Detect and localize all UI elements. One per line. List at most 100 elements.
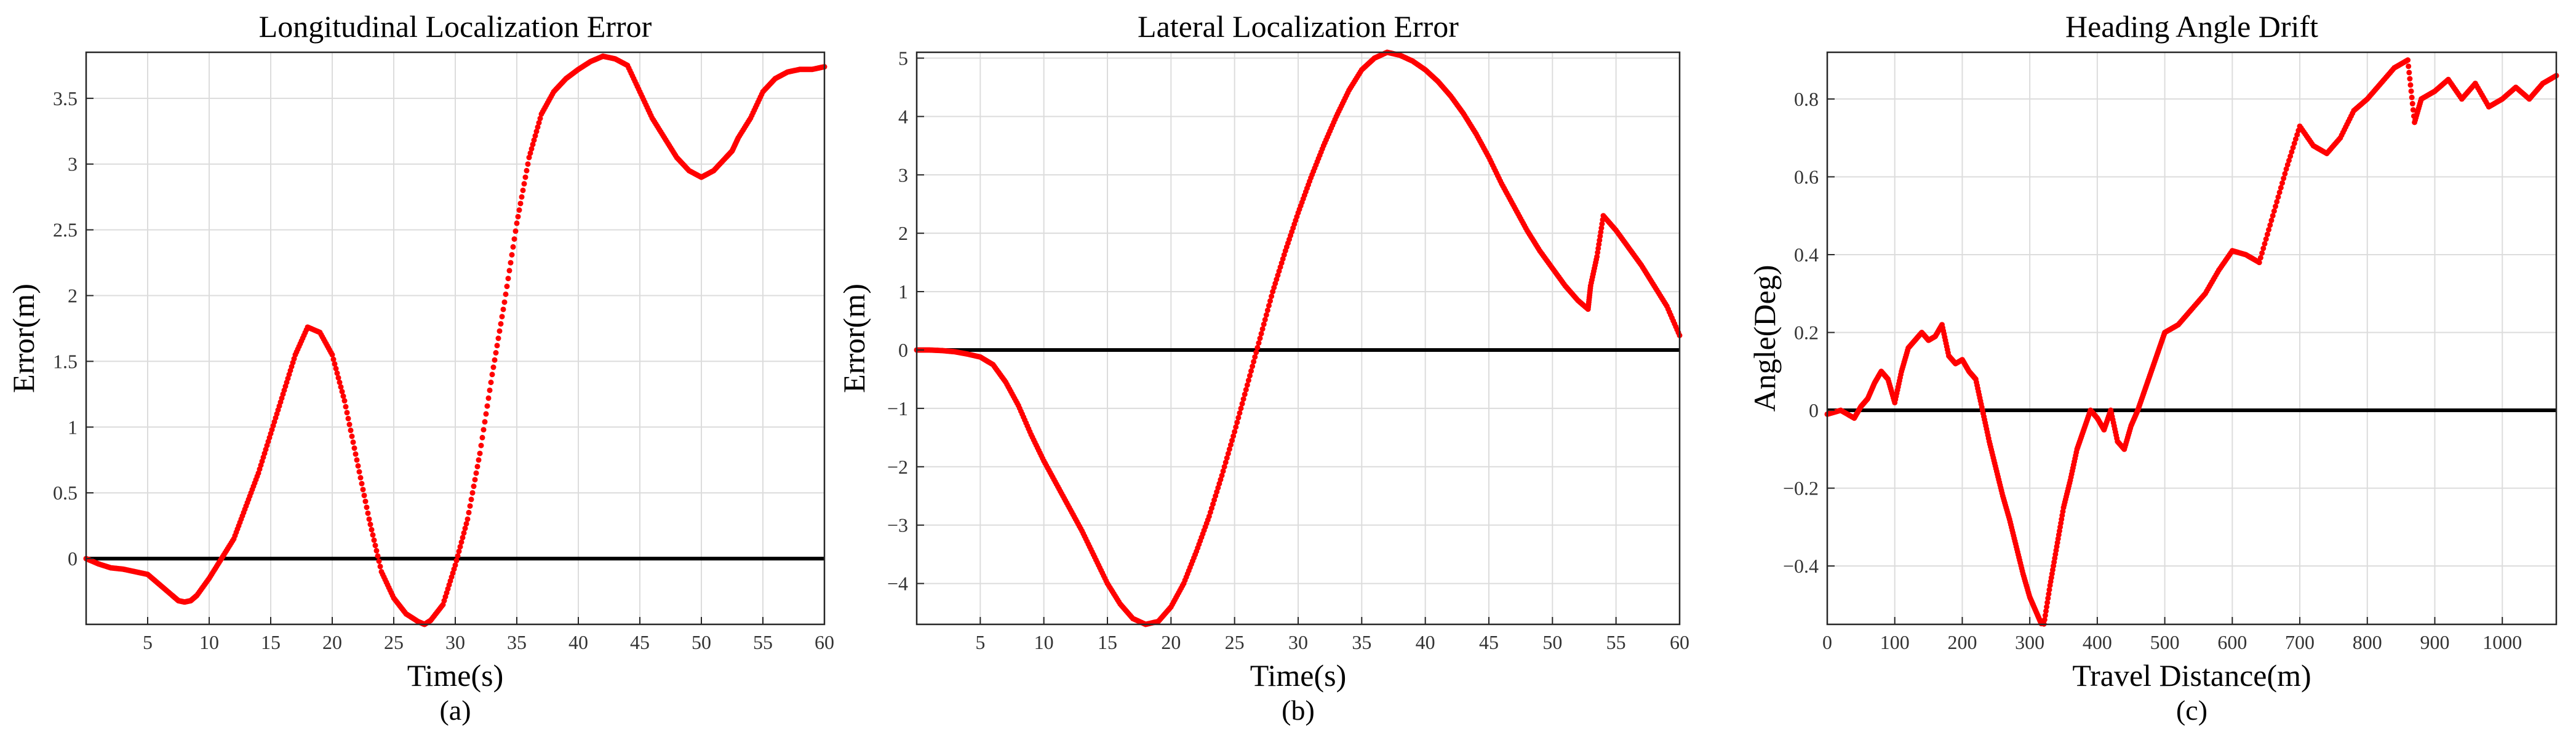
data-point [508,260,514,266]
chart-title: Heading Angle Drift [2065,9,2318,44]
x-tick-label: 800 [2353,631,2382,653]
data-point [476,457,482,463]
data-point [2046,591,2052,597]
chart-panel-0: 5 10 15 20 25 30 35 40 45 50 55 60 0 0.5 1 1.5 2 2.5 3 3.5 L… [6,9,834,726]
data-point [479,434,485,440]
data-point [505,276,511,282]
panel-caption: (b) [1282,694,1315,726]
chart-panel-2: 0 100 200 300 400 500 600 700 800 900 1000 −0.4 −0.2… [1747,9,2559,726]
data-point [1594,253,1600,260]
y-axis-label: Angle(Deg) [1747,265,1782,412]
data-point [2284,162,2291,168]
data-point [498,320,504,327]
data-point [1598,229,1604,235]
data-point [503,291,509,297]
data-point [512,228,519,234]
x-axis-label: Time(s) [407,658,504,693]
data-point [478,442,484,448]
data-point [1230,433,1237,439]
data-point [2274,199,2280,205]
data-point [2045,595,2051,602]
data-point [1244,382,1250,388]
data-point [329,352,335,358]
data-point [2409,94,2415,100]
data-point [496,328,503,334]
y-tick-label: 1 [898,280,908,303]
data-point [2044,600,2051,606]
data-point [1252,354,1258,360]
data-point [2263,236,2269,242]
data-point [362,498,369,504]
data-point [370,532,376,538]
data-point [366,516,372,522]
x-tick-label: 20 [1161,631,1181,653]
data-point [1262,317,1268,323]
data-point [1245,377,1251,383]
data-point [1248,368,1254,374]
data-point [524,167,530,173]
x-tick-label: 60 [1670,631,1689,653]
data-point [504,284,510,290]
data-point [495,335,501,341]
x-tick-label: 55 [753,631,773,653]
data-point [453,557,460,563]
data-point [1258,330,1264,336]
data-point [369,527,375,533]
data-point [2409,101,2415,107]
data-point [1242,391,1248,397]
data-point [1253,349,1259,356]
data-point [1226,446,1232,452]
y-tick-label: −1 [887,397,908,420]
data-point [1259,326,1266,332]
x-tick-label: 40 [1416,631,1435,653]
data-point [2268,217,2275,223]
data-point [494,343,500,349]
data-point [2294,132,2300,138]
x-tick-label: 500 [2150,631,2180,653]
x-tick-label: 600 [2217,631,2247,653]
data-point [1227,442,1234,448]
data-point [2287,153,2294,159]
y-tick-label: 0 [1809,399,1819,421]
data-point [517,201,524,207]
data-point [337,380,343,386]
data-point [1596,241,1602,247]
x-tick-label: 1000 [2482,631,2522,653]
data-point [1598,225,1605,231]
data-point [536,120,542,126]
x-tick-label: 45 [1479,631,1499,653]
data-point [349,433,355,439]
data-point [457,544,463,550]
data-point [2271,208,2277,214]
data-point [2259,250,2265,256]
data-point [1237,410,1243,416]
data-point [1264,307,1270,313]
x-tick-label: 50 [1542,631,1562,653]
data-point [2408,88,2414,94]
data-point [514,220,520,226]
data-point [2270,213,2276,219]
data-point [2043,608,2049,614]
y-tick-label: 0.8 [1794,88,1819,110]
data-point [466,509,472,515]
y-tick-label: 0 [898,339,908,361]
data-point [1229,437,1235,444]
data-point [2291,140,2297,146]
data-point [471,483,477,490]
data-point [472,477,478,483]
x-tick-label: 60 [815,631,834,653]
data-point [1232,429,1238,435]
y-tick-label: 2 [898,222,908,244]
data-point [2275,194,2281,200]
data-point [482,419,488,425]
panel-caption: (a) [439,694,471,726]
y-tick-label: 5 [898,47,908,69]
data-point [350,439,356,445]
data-point [488,380,494,386]
data-point [499,314,505,320]
data-point [361,492,367,498]
data-point [1251,359,1257,365]
x-tick-label: 700 [2285,631,2315,653]
data-point [1267,298,1274,304]
data-point [1222,460,1229,466]
